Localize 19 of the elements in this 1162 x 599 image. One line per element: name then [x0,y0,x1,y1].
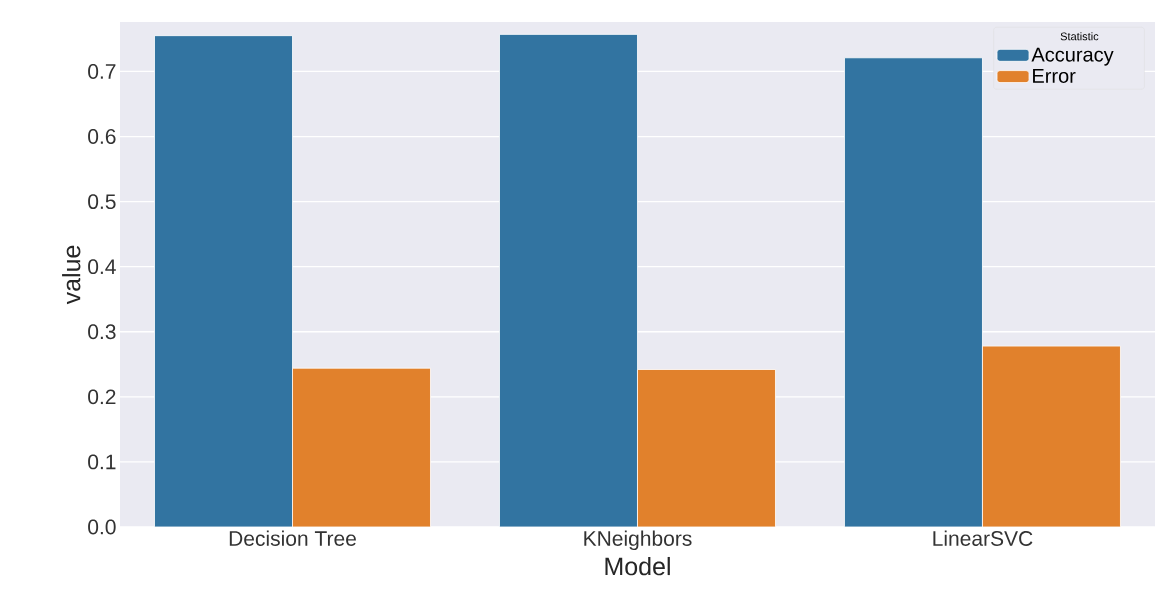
legend-title: Statistic [1060,32,1099,41]
y-tick-label: 0.5 [88,194,116,210]
y-tick-label: 0.1 [88,454,116,470]
legend-label: Accuracy [1031,47,1114,66]
x-axis-title: Model [605,556,670,576]
legend-label: Error [1033,68,1076,83]
y-tick-label: 0.6 [88,129,116,144]
x-tick-label: KNeighbors [584,530,692,551]
bar [154,35,293,527]
x-tick-label: Decision Tree [229,530,356,546]
y-tick-label: 0.7 [88,64,116,79]
y-axis-title: value [62,245,81,305]
bar [499,33,638,527]
y-tick-label: 0.3 [88,324,116,340]
bar [844,57,983,527]
y-tick-label: 0.2 [88,389,116,405]
y-tick-label: 0.0 [88,519,116,535]
x-tick-label: LinearSVC [933,530,1033,546]
y-tick-label: 0.4 [88,259,116,275]
